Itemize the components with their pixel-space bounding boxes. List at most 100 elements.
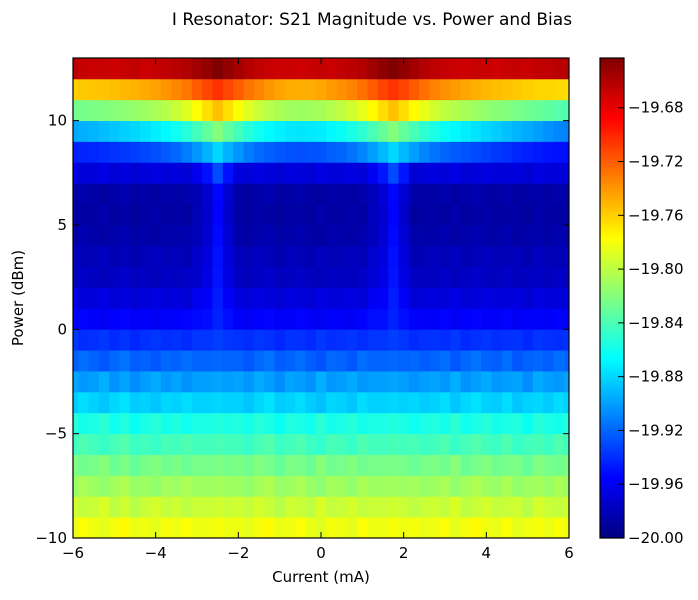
heatmap-cell xyxy=(346,141,358,163)
heatmap-cell xyxy=(481,287,492,309)
heatmap-cell xyxy=(129,266,141,288)
x-axis-label: Current (mA) xyxy=(272,568,370,586)
heatmap-cell xyxy=(439,245,451,268)
heatmap-cell xyxy=(212,412,224,435)
heatmap-cell xyxy=(563,391,570,414)
heatmap-cell xyxy=(553,99,565,122)
heatmap-cell xyxy=(212,350,224,372)
heatmap-cell xyxy=(470,433,482,455)
heatmap-cell xyxy=(357,99,368,122)
heatmap-cell xyxy=(470,475,482,497)
heatmap-cell xyxy=(88,183,100,205)
heatmap-cell xyxy=(512,204,523,226)
heatmap-cell xyxy=(253,496,265,518)
heatmap-cell xyxy=(88,224,100,247)
heatmap-cell xyxy=(109,78,120,101)
heatmap-cell xyxy=(171,329,182,351)
heatmap-cell xyxy=(274,517,286,539)
heatmap-cell xyxy=(336,78,348,101)
heatmap-cell xyxy=(243,78,255,101)
heatmap-cell xyxy=(274,329,286,351)
colorbar-tick-label: −20.00 xyxy=(628,529,684,547)
heatmap-cell xyxy=(284,308,296,330)
heatmap-cell xyxy=(181,183,193,205)
heatmap-cell xyxy=(253,433,265,455)
heatmap-cell xyxy=(336,141,348,163)
heatmap-cell xyxy=(553,162,565,184)
heatmap-cell xyxy=(336,329,348,351)
heatmap-cell xyxy=(460,58,472,80)
heatmap-cell xyxy=(109,371,120,393)
heatmap-cell xyxy=(150,517,162,539)
heatmap-cell xyxy=(460,224,472,247)
heatmap-cell xyxy=(253,58,265,80)
heatmap-cell xyxy=(388,287,399,309)
heatmap-cell xyxy=(367,224,379,247)
heatmap-cell xyxy=(501,350,513,372)
heatmap-cell xyxy=(377,391,389,414)
heatmap-cell xyxy=(160,287,172,309)
heatmap-cell xyxy=(284,391,296,414)
heatmap-cell xyxy=(450,329,461,351)
heatmap-cell xyxy=(202,350,213,372)
heatmap-cell xyxy=(191,329,203,351)
heatmap-cell xyxy=(305,496,317,518)
heatmap-cell xyxy=(191,266,203,288)
heatmap-cell xyxy=(388,224,399,247)
heatmap-cell xyxy=(336,162,348,184)
heatmap-cell xyxy=(160,371,172,393)
heatmap-cell xyxy=(543,78,554,101)
heatmap-cell xyxy=(264,308,275,330)
heatmap-cell xyxy=(233,433,244,455)
heatmap-cell xyxy=(140,224,151,247)
heatmap-cell xyxy=(119,496,131,518)
heatmap-cell xyxy=(160,204,172,226)
heatmap-cell xyxy=(243,266,255,288)
heatmap-cell xyxy=(284,475,296,497)
heatmap-cell xyxy=(202,517,213,539)
heatmap-cell xyxy=(336,475,348,497)
heatmap-cell xyxy=(408,350,420,372)
heatmap-cell xyxy=(140,329,151,351)
heatmap-cell xyxy=(512,162,523,184)
heatmap-cell xyxy=(326,350,337,372)
heatmap-cell xyxy=(419,391,430,414)
heatmap-cell xyxy=(326,78,337,101)
heatmap-cell xyxy=(522,204,534,226)
heatmap-cell xyxy=(274,183,286,205)
heatmap-cell xyxy=(119,204,131,226)
heatmap-cell xyxy=(563,433,570,455)
heatmap-cell xyxy=(501,78,513,101)
heatmap-cell xyxy=(109,287,120,309)
heatmap-cell xyxy=(274,496,286,518)
heatmap-cell xyxy=(222,162,234,184)
heatmap-cell xyxy=(305,120,317,142)
heatmap-cell xyxy=(408,308,420,330)
heatmap-cell xyxy=(491,120,503,142)
heatmap-cell xyxy=(326,454,337,476)
heatmap-cell xyxy=(129,78,141,101)
heatmap-cell xyxy=(140,58,151,80)
heatmap-cell xyxy=(367,58,379,80)
heatmap-cell xyxy=(398,287,410,309)
heatmap-cell xyxy=(264,391,275,414)
heatmap-cell xyxy=(429,391,441,414)
heatmap-cell xyxy=(419,224,430,247)
heatmap-cell xyxy=(388,329,399,351)
heatmap-cell xyxy=(553,475,565,497)
heatmap-cell xyxy=(326,224,337,247)
heatmap-cell xyxy=(532,99,544,122)
heatmap-cell xyxy=(88,496,100,518)
heatmap-cell xyxy=(295,204,306,226)
heatmap-cell xyxy=(543,412,554,435)
heatmap-cell xyxy=(460,391,472,414)
heatmap-cell xyxy=(460,287,472,309)
heatmap-cell xyxy=(233,183,244,205)
heatmap-cell xyxy=(88,371,100,393)
heatmap-cell xyxy=(233,224,244,247)
heatmap-cell xyxy=(522,78,534,101)
heatmap-cell xyxy=(419,162,430,184)
heatmap-cell xyxy=(305,433,317,455)
heatmap-cell xyxy=(264,162,275,184)
heatmap-cell xyxy=(326,120,337,142)
